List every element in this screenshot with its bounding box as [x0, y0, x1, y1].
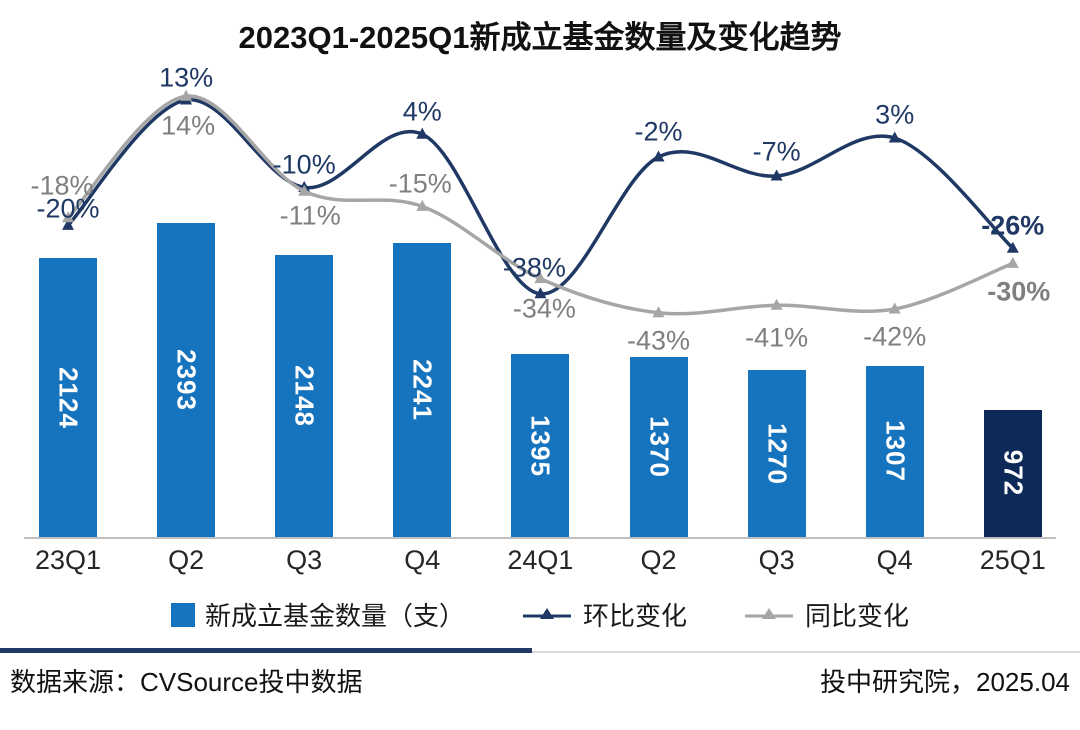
x-axis-label: 24Q1: [507, 545, 574, 575]
yoy-swatch-icon: [743, 606, 795, 624]
qoq-pct-label: -20%: [36, 193, 100, 224]
legend-label-qoq: 环比变化: [582, 601, 687, 631]
bar-23Q1: [39, 258, 97, 537]
x-axis-label: 23Q1: [34, 545, 102, 575]
x-axis-line: [24, 537, 1056, 539]
qoq-pct-label: 3%: [875, 99, 915, 130]
qoq-marker-icon: [888, 131, 901, 143]
footer: 数据来源：CVSource投中数据 投中研究院，2025.04: [0, 662, 1080, 699]
bar-Q4: [393, 243, 452, 537]
yoy-marker-icon: [652, 306, 665, 318]
yoy-marker-icon: [180, 89, 193, 101]
yoy-pct-label: -43%: [626, 325, 691, 356]
legend-item-qoq: 环比变化: [521, 596, 687, 633]
yoy-pct-label: -34%: [512, 293, 576, 324]
legend-label-yoy: 同比变化: [805, 601, 910, 631]
yoy-marker-icon: [298, 184, 311, 196]
qoq-marker-icon: [1006, 241, 1019, 253]
yoy-line-path: [66, 94, 1014, 316]
bar-25Q1: [983, 409, 1042, 537]
legend-item-yoy: 同比变化: [743, 596, 909, 633]
yoy-pct-label: -18%: [30, 170, 94, 201]
x-axis-label: Q3: [286, 545, 323, 575]
yoy-marker-icon: [534, 272, 547, 284]
bar-Q2: [629, 357, 688, 537]
yoy-pct-label: -11%: [279, 200, 341, 231]
x-axis-label: Q3: [758, 545, 795, 575]
yoy-pct-label: 14%: [161, 110, 216, 141]
x-axis-label: Q2: [168, 545, 205, 575]
bar-Q3: [275, 255, 334, 537]
yoy-pct-label: -15%: [388, 168, 452, 199]
x-axis-label: 25Q1: [979, 545, 1046, 575]
separator-line: [0, 651, 1080, 653]
qoq-pct-label: -7%: [752, 136, 801, 167]
x-axis-label: Q4: [876, 545, 913, 575]
qoq-pct-label: -10%: [272, 149, 336, 180]
separator-accent-line: [0, 648, 532, 653]
chart-title: 2023Q1-2025Q1新成立基金数量及变化趋势: [238, 20, 842, 55]
qoq-pct-label: 4%: [402, 96, 442, 127]
x-axis-label: Q2: [640, 545, 677, 575]
publisher-text: 投中研究院，2025.04: [820, 667, 1070, 697]
yoy-pct-label: -41%: [745, 322, 809, 353]
qoq-line-path: [66, 98, 1014, 296]
qoq-marker-icon: [652, 150, 665, 162]
legend: 新成立基金数量（支） 环比变化 同比变化: [0, 596, 1080, 633]
qoq-marker-icon: [62, 218, 74, 230]
yoy-marker-icon: [1006, 256, 1019, 268]
yoy-marker-icon: [770, 298, 783, 310]
qoq-pct-label: -26%: [981, 210, 1045, 241]
bar-Q2: [157, 223, 216, 537]
bar-Q4: [865, 365, 924, 537]
yoy-pct-label: -30%: [987, 276, 1051, 307]
legend-label-bars: 新成立基金数量（支）: [204, 601, 465, 631]
qoq-marker-icon: [770, 169, 783, 181]
bar-swatch-icon: [170, 602, 195, 627]
qoq-pct-label: -2%: [634, 116, 683, 147]
qoq-pct-label: 13%: [159, 62, 214, 93]
qoq-pct-label: -38%: [502, 252, 566, 283]
qoq-marker-icon: [416, 127, 429, 139]
x-axis-label: Q4: [404, 545, 441, 575]
yoy-marker-icon: [888, 302, 901, 314]
data-source-text: 数据来源：CVSource投中数据: [10, 667, 363, 697]
bar-Q3: [747, 370, 806, 537]
bar-24Q1: [511, 354, 570, 537]
legend-item-bars: 新成立基金数量（支）: [170, 596, 465, 633]
yoy-marker-icon: [62, 211, 74, 223]
yoy-pct-label: -42%: [863, 321, 927, 352]
qoq-swatch-icon: [521, 606, 573, 624]
qoq-marker-icon: [534, 287, 547, 299]
yoy-marker-icon: [416, 199, 429, 211]
